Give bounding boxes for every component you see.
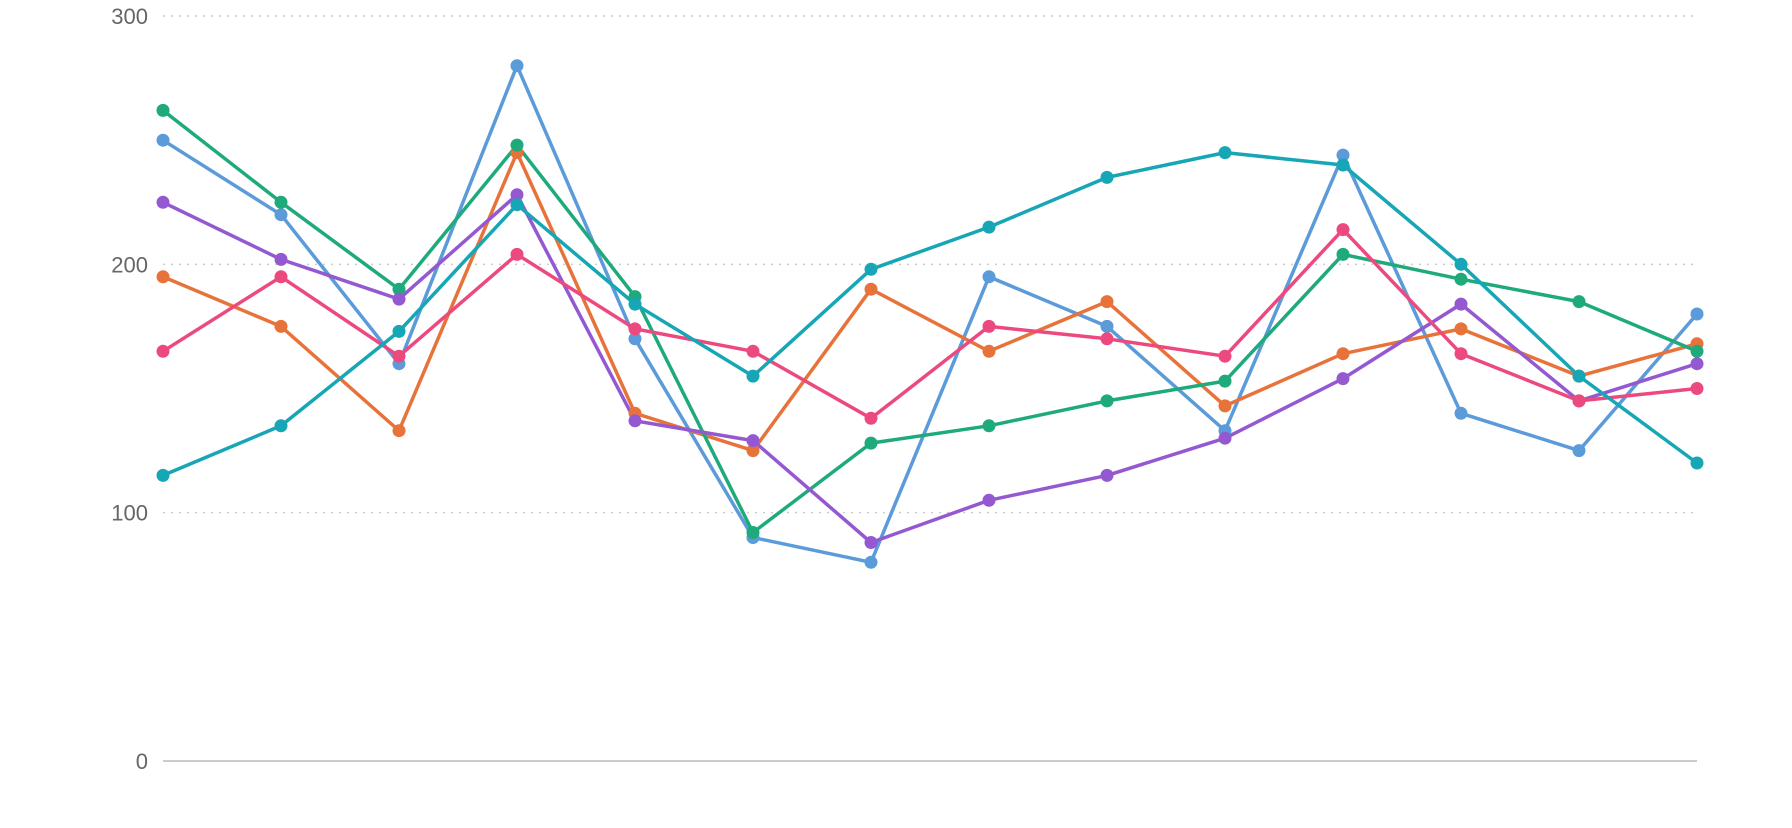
- series-6-point[interactable]: [982, 220, 996, 234]
- series-3-point[interactable]: [274, 195, 288, 209]
- series-1-point[interactable]: [864, 555, 878, 569]
- series-4-point[interactable]: [392, 292, 406, 306]
- series-1-point[interactable]: [274, 208, 288, 222]
- series-1-point[interactable]: [1572, 444, 1586, 458]
- series-line-4: [161, 193, 1699, 545]
- series-3-point[interactable]: [1218, 374, 1232, 388]
- series-6-point[interactable]: [746, 369, 760, 383]
- series-6-point[interactable]: [628, 297, 642, 311]
- series-6-point[interactable]: [1336, 158, 1350, 172]
- series-4-point[interactable]: [1100, 468, 1114, 482]
- series-5-point[interactable]: [982, 319, 996, 333]
- series-6-point[interactable]: [156, 468, 170, 482]
- series-layer: [156, 59, 1704, 569]
- series-2-point[interactable]: [1218, 399, 1232, 413]
- series-5-point[interactable]: [1572, 394, 1586, 408]
- series-4-point[interactable]: [156, 195, 170, 209]
- series-6-point[interactable]: [864, 262, 878, 276]
- series-2-point[interactable]: [982, 344, 996, 358]
- series-line-5: [161, 227, 1699, 421]
- series-3-point[interactable]: [1100, 394, 1114, 408]
- series-3-point[interactable]: [1336, 247, 1350, 261]
- y-tick-label: 0: [136, 749, 148, 774]
- series-4-point[interactable]: [1690, 357, 1704, 371]
- series-2-point[interactable]: [1454, 322, 1468, 336]
- series-5-point[interactable]: [510, 247, 524, 261]
- series-6-point[interactable]: [1218, 146, 1232, 160]
- series-5-point[interactable]: [274, 270, 288, 284]
- series-3-point[interactable]: [1690, 344, 1704, 358]
- series-2-point[interactable]: [274, 319, 288, 333]
- series-1-point[interactable]: [1454, 406, 1468, 420]
- series-4-point[interactable]: [628, 414, 642, 428]
- series-4-point[interactable]: [1336, 372, 1350, 386]
- series-2-point[interactable]: [746, 444, 760, 458]
- series-1-point[interactable]: [1100, 319, 1114, 333]
- series-5-point[interactable]: [1690, 382, 1704, 395]
- series-4-point[interactable]: [864, 536, 878, 549]
- axis-layer: 0 100 200 300: [111, 4, 1697, 774]
- series-1-point[interactable]: [156, 133, 170, 147]
- series-5-point[interactable]: [1336, 223, 1350, 237]
- series-1-point[interactable]: [510, 59, 524, 73]
- series-5-point[interactable]: [628, 322, 642, 336]
- series-3-point[interactable]: [746, 526, 760, 539]
- series-6-point[interactable]: [510, 198, 524, 212]
- series-4-point[interactable]: [1218, 431, 1232, 445]
- series-4-point[interactable]: [510, 188, 524, 202]
- y-tick-label: 300: [111, 4, 148, 29]
- series-5-point[interactable]: [1454, 347, 1468, 361]
- series-2-point[interactable]: [864, 282, 878, 296]
- series-line-1: [161, 63, 1699, 565]
- series-4-point[interactable]: [746, 434, 760, 448]
- series-5-point[interactable]: [864, 411, 878, 425]
- series-6-point[interactable]: [392, 324, 406, 338]
- series-1-point[interactable]: [1336, 148, 1350, 162]
- series-line-3: [161, 108, 1699, 535]
- series-2-point[interactable]: [1336, 347, 1350, 361]
- series-4-point[interactable]: [1454, 297, 1468, 311]
- series-5-point[interactable]: [1100, 332, 1114, 346]
- series-3-point[interactable]: [156, 103, 170, 117]
- series-2-point[interactable]: [392, 424, 406, 438]
- series-3-point[interactable]: [982, 419, 996, 433]
- y-tick-label: 100: [111, 501, 148, 526]
- series-3-point[interactable]: [392, 282, 406, 296]
- series-2-point[interactable]: [156, 270, 170, 284]
- series-5-point[interactable]: [392, 349, 406, 363]
- series-3-point[interactable]: [1454, 272, 1468, 286]
- series-6-point[interactable]: [1690, 456, 1704, 470]
- series-6-point[interactable]: [274, 419, 288, 433]
- series-1-point[interactable]: [628, 332, 642, 346]
- series-2-point[interactable]: [1100, 295, 1114, 309]
- series-6-point[interactable]: [1572, 369, 1586, 383]
- series-5-point[interactable]: [156, 344, 170, 358]
- series-5-point[interactable]: [746, 344, 760, 358]
- series-3-point[interactable]: [510, 138, 524, 152]
- series-6-point[interactable]: [1100, 170, 1114, 184]
- series-3-point[interactable]: [864, 436, 878, 450]
- series-6-point[interactable]: [1454, 257, 1468, 271]
- series-line-6: [161, 150, 1699, 478]
- series-1-point[interactable]: [982, 270, 996, 284]
- series-1-point[interactable]: [1690, 307, 1704, 321]
- series-5-point[interactable]: [1218, 349, 1232, 363]
- series-3-point[interactable]: [1572, 295, 1586, 309]
- series-4-point[interactable]: [274, 252, 288, 266]
- y-tick-label: 200: [111, 252, 148, 277]
- series-4-point[interactable]: [982, 493, 996, 507]
